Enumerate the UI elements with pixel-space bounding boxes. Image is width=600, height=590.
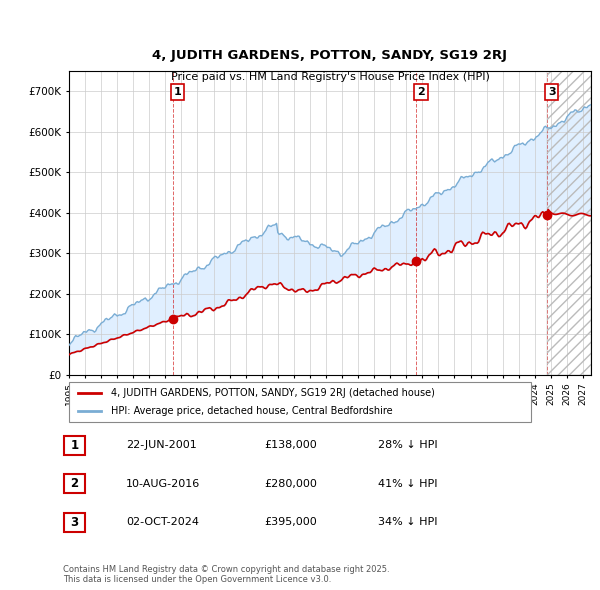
Text: Price paid vs. HM Land Registry's House Price Index (HPI): Price paid vs. HM Land Registry's House … xyxy=(170,72,490,82)
Text: Contains HM Land Registry data © Crown copyright and database right 2025.
This d: Contains HM Land Registry data © Crown c… xyxy=(63,565,389,584)
Text: 1: 1 xyxy=(70,439,79,452)
Text: 41% ↓ HPI: 41% ↓ HPI xyxy=(378,479,437,489)
Text: 22-JUN-2001: 22-JUN-2001 xyxy=(126,441,197,450)
Text: 2: 2 xyxy=(70,477,79,490)
Text: HPI: Average price, detached house, Central Bedfordshire: HPI: Average price, detached house, Cent… xyxy=(110,406,392,416)
FancyBboxPatch shape xyxy=(69,382,531,422)
Text: £280,000: £280,000 xyxy=(264,479,317,489)
Text: 3: 3 xyxy=(70,516,79,529)
Text: 10-AUG-2016: 10-AUG-2016 xyxy=(126,479,200,489)
Text: 4, JUDITH GARDENS, POTTON, SANDY, SG19 2RJ (detached house): 4, JUDITH GARDENS, POTTON, SANDY, SG19 2… xyxy=(110,388,434,398)
FancyBboxPatch shape xyxy=(64,513,85,532)
Text: 28% ↓ HPI: 28% ↓ HPI xyxy=(378,441,437,450)
Text: £138,000: £138,000 xyxy=(264,441,317,450)
Text: 1: 1 xyxy=(174,87,182,97)
FancyBboxPatch shape xyxy=(64,436,85,455)
Text: 3: 3 xyxy=(548,87,556,97)
Text: 4, JUDITH GARDENS, POTTON, SANDY, SG19 2RJ: 4, JUDITH GARDENS, POTTON, SANDY, SG19 2… xyxy=(152,49,508,62)
Text: 34% ↓ HPI: 34% ↓ HPI xyxy=(378,517,437,527)
Text: £395,000: £395,000 xyxy=(264,517,317,527)
Text: 02-OCT-2024: 02-OCT-2024 xyxy=(126,517,199,527)
FancyBboxPatch shape xyxy=(64,474,85,493)
Text: 2: 2 xyxy=(417,87,425,97)
